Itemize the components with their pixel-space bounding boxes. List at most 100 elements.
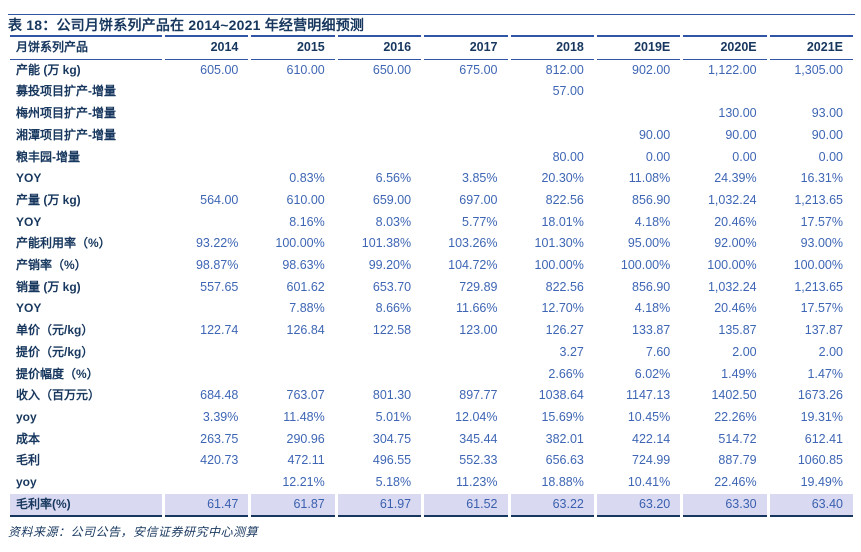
- table-cell: 290.96: [286, 431, 325, 446]
- table-cell: 80.00: [552, 149, 584, 164]
- table-cell: 4.18%: [634, 301, 671, 316]
- table-cell: 20.46%: [714, 214, 757, 229]
- table-cell: 93.00: [811, 106, 843, 121]
- column-header-year: 2017: [424, 35, 508, 60]
- table-cell: 3.27: [559, 344, 584, 359]
- table-cell: 11.23%: [456, 475, 498, 490]
- table-cell: [251, 147, 334, 169]
- table-cell: 8.03%: [375, 214, 412, 229]
- row-label: 毛利: [16, 453, 41, 468]
- table-cell: 100.00%: [275, 236, 325, 251]
- table-cell: [511, 103, 594, 125]
- table-cell: 856.90: [632, 192, 671, 207]
- table-cell: 19.31%: [800, 409, 843, 424]
- table-cell: 12.21%: [282, 475, 325, 490]
- table-row: 提价（元/kg） 3.27 7.60 2.00 2.00: [10, 342, 853, 364]
- table-cell: 263.75: [200, 431, 239, 446]
- row-label: 梅州项目扩产-增量: [16, 106, 116, 121]
- table-row: 产量 (万 kg) 564.00 610.00 659.00 697.00 822.56 8…: [10, 190, 853, 212]
- table-cell: 5.18%: [375, 475, 412, 490]
- table-cell: 887.79: [718, 453, 757, 468]
- table-cell: 101.38%: [361, 236, 412, 251]
- table-cell: [424, 364, 507, 386]
- row-label: 产量 (万 kg): [16, 192, 81, 207]
- table-cell: 684.48: [200, 388, 239, 403]
- table-cell: 812.00: [545, 62, 584, 77]
- table-title: 表 18：公司月饼系列产品在 2014~2021 年经营明细预测: [8, 17, 365, 33]
- table-cell: 653.70: [372, 279, 412, 294]
- table-row: YOY 7.88% 8.66% 11.66% 12.70% 4.18% 20.46% 17.5…: [10, 298, 853, 320]
- table-cell: 11.66%: [456, 301, 498, 316]
- table-cell: [165, 298, 248, 320]
- table-row: YOY 8.16% 8.03% 5.77% 18.01% 4.18% 20.46% 17.57…: [10, 212, 853, 234]
- table-cell: 24.39%: [714, 171, 757, 186]
- row-label: YOY: [16, 214, 42, 229]
- table-cell: [338, 147, 421, 169]
- table-cell: [338, 342, 421, 364]
- table-cell: [165, 147, 248, 169]
- column-header-year: 2018: [510, 35, 594, 60]
- table-cell: 1,122.00: [707, 62, 757, 77]
- table-cell: 7.88%: [289, 301, 325, 316]
- table-cell: [338, 103, 421, 125]
- row-label: 产销率（%）: [16, 258, 87, 273]
- table-cell: [338, 364, 421, 386]
- table-cell: [165, 125, 248, 147]
- table-cell: 6.02%: [634, 366, 671, 381]
- table-cell: 135.87: [718, 323, 757, 338]
- table-cell: 22.26%: [714, 409, 757, 424]
- table-row: yoy 12.21% 5.18% 11.23% 18.88% 10.41% 22.46% 19…: [10, 472, 853, 494]
- table-cell: 0.00: [645, 149, 671, 164]
- table-cell: [424, 147, 507, 169]
- table-cell: 420.73: [200, 453, 239, 468]
- table-cell: [338, 125, 421, 147]
- table-cell: 0.00: [732, 149, 757, 164]
- table-cell: 1060.85: [797, 453, 843, 468]
- table-cell: 15.69%: [541, 409, 584, 424]
- table-cell: 18.01%: [541, 214, 584, 229]
- table-cell: 16.31%: [800, 171, 843, 186]
- table-cell: 697.00: [459, 192, 498, 207]
- table-cell: [597, 103, 680, 125]
- table-cell: 801.30: [372, 388, 412, 403]
- table-cell: 99.20%: [368, 258, 412, 273]
- table-cell: 656.63: [545, 453, 584, 468]
- row-label: 提价（元/kg）: [16, 344, 94, 359]
- table-cell: 122.58: [372, 323, 412, 338]
- table-cell: 12.04%: [455, 409, 498, 424]
- table-cell: 11.08%: [628, 171, 671, 186]
- table-cell: 729.89: [459, 279, 498, 294]
- table-cell: [424, 81, 507, 103]
- table-cell: 61.52: [424, 493, 508, 518]
- row-label: yoy: [16, 475, 37, 490]
- table-cell: 61.87: [251, 493, 335, 518]
- table-cell: 63.20: [596, 493, 681, 518]
- table-cell: 2.66%: [548, 366, 584, 381]
- table-cell: 63.30: [683, 493, 767, 518]
- table-cell: 8.16%: [289, 214, 325, 229]
- table-cell: 19.49%: [800, 475, 843, 490]
- table-row: 产能 (万 kg) 605.00 610.00 650.00 675.00 812.00 9…: [10, 60, 853, 82]
- row-label: 成本: [16, 431, 41, 446]
- table-cell: 564.00: [200, 192, 239, 207]
- table-cell: 22.46%: [714, 475, 757, 490]
- table-cell: 18.88%: [541, 475, 584, 490]
- table-cell: [165, 472, 248, 494]
- table-header: 月饼系列产品 2014 2015 2016 2017 2018 2019E 2020E 2021…: [10, 35, 853, 60]
- table-cell: 1,213.65: [794, 279, 843, 294]
- forecast-table: 月饼系列产品 2014 2015 2016 2017 2018 2019E 2020E 2021…: [7, 35, 856, 518]
- table-cell: 103.26%: [448, 236, 498, 251]
- table-cell: 11.48%: [283, 409, 325, 424]
- table-row: 毛利率(%) 61.47 61.87 61.97 61.52 63.22 63.20 63.3…: [10, 493, 853, 518]
- table-cell: 93.22%: [195, 236, 239, 251]
- table-cell: 100.00%: [793, 258, 843, 273]
- table-cell: 1673.26: [797, 388, 843, 403]
- source-note: 资料来源：公司公告，安信证券研究中心测算: [8, 525, 259, 540]
- table-cell: 763.07: [286, 388, 325, 403]
- table-cell: 123.00: [459, 323, 498, 338]
- table-cell: 552.33: [459, 453, 498, 468]
- table-cell: 304.75: [372, 431, 412, 446]
- table-cell: 5.01%: [375, 409, 412, 424]
- row-label: 销量 (万 kg): [16, 279, 81, 294]
- table-cell: 724.99: [632, 453, 671, 468]
